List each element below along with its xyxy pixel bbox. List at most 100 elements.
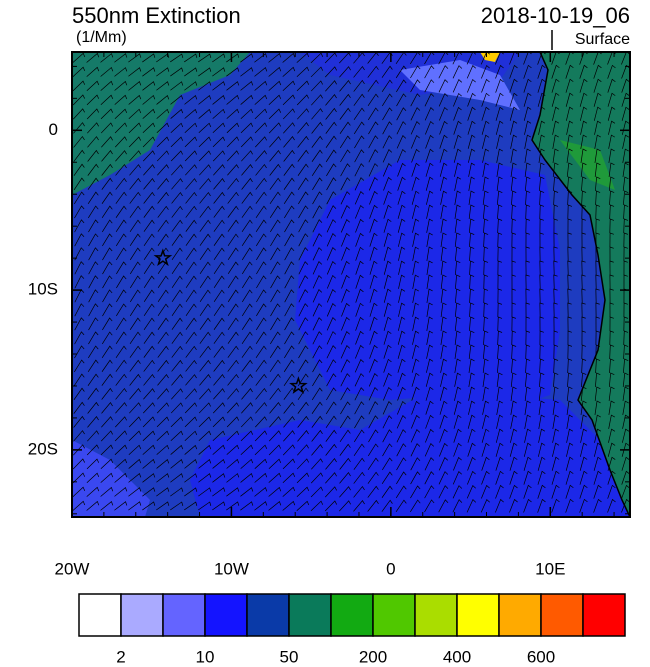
wind-barb (354, 401, 365, 415)
wind-barb (213, 388, 225, 400)
wind-barb (497, 232, 503, 248)
wind-barb (114, 472, 128, 483)
high-region (480, 52, 500, 62)
wind-barb (284, 261, 295, 275)
wind-barb (453, 400, 462, 415)
wind-barb (524, 162, 531, 177)
wind-barb (553, 302, 558, 318)
wind-barb (227, 388, 239, 400)
wind-barb (621, 106, 630, 121)
wind-barb (115, 317, 127, 331)
wind-barb (100, 501, 114, 511)
wind-barb (129, 289, 141, 303)
wind-barb (311, 108, 323, 120)
wind-barb (551, 498, 560, 513)
wind-barb (241, 164, 253, 176)
wind-barb (438, 79, 449, 93)
wind-barb (553, 204, 559, 220)
wind-barb (608, 162, 615, 177)
wind-barb (511, 204, 517, 220)
wind-barb (213, 191, 225, 204)
wind-barb (368, 176, 378, 191)
wind-barb (509, 470, 518, 485)
wind-barb (185, 233, 197, 246)
wind-barb (72, 66, 86, 78)
wind-barb (88, 289, 99, 303)
wind-barb (552, 120, 560, 135)
wind-barb (101, 191, 113, 204)
wind-barb (171, 303, 183, 316)
wind-barb (198, 416, 212, 428)
wind-barb (623, 218, 629, 234)
wind-barb (607, 498, 616, 513)
wind-barb (426, 344, 434, 359)
wind-barb (170, 122, 184, 133)
wind-barb (595, 358, 601, 374)
wind-barb (88, 219, 99, 233)
wind-barb (298, 331, 309, 345)
wind-barb (199, 164, 211, 176)
wind-barb (525, 344, 531, 360)
wind-barb (72, 486, 86, 498)
wind-barb (468, 330, 475, 346)
wind-barb (566, 414, 573, 429)
wind-barb (567, 274, 572, 290)
wind-barb (509, 78, 518, 93)
wind-barb (339, 80, 351, 92)
light-region (400, 60, 520, 110)
wind-barb (497, 330, 503, 346)
wind-barb (509, 106, 518, 121)
wind-barb (481, 92, 490, 107)
wind-barb (355, 302, 364, 317)
wind-barb (100, 53, 114, 63)
wind-barb (495, 442, 504, 457)
wind-barb (74, 317, 85, 331)
wind-barb (226, 53, 240, 63)
wind-barb (254, 430, 268, 442)
wind-barb (383, 288, 392, 303)
wind-barb (367, 499, 379, 512)
wind-barb (452, 65, 463, 79)
wind-barb (311, 415, 323, 428)
wind-barb (157, 303, 169, 316)
wind-barb (74, 191, 85, 205)
wind-barb (157, 374, 169, 386)
wind-barb (241, 345, 253, 358)
wind-barb (381, 65, 393, 78)
wind-barb (269, 373, 281, 386)
wind-barb (114, 487, 128, 497)
wind-barb (114, 122, 128, 134)
wind-barb (128, 430, 142, 442)
wind-barb (355, 218, 364, 233)
wind-barb (88, 247, 99, 261)
wind-barb (439, 162, 448, 177)
wind-barb (525, 302, 530, 318)
wind-barb (128, 136, 142, 148)
wind-barb (226, 458, 240, 469)
wind-barb (88, 331, 99, 345)
wind-barb (497, 274, 502, 290)
wind-barb (453, 428, 462, 443)
wind-barb (156, 487, 170, 497)
wind-barb (184, 95, 198, 105)
wind-barb (143, 303, 155, 317)
wind-barb (495, 78, 504, 93)
wind-barb (298, 219, 309, 233)
wind-barb (129, 373, 141, 386)
wind-barb (240, 430, 254, 442)
wind-barb (241, 317, 253, 331)
wind-barb (538, 120, 546, 135)
wind-barb (184, 53, 198, 63)
wind-barb (114, 53, 128, 63)
wind-barb (452, 52, 463, 65)
colorbar-label: 10 (196, 647, 215, 666)
wind-barb (310, 66, 324, 78)
wind-barb (171, 275, 183, 289)
wind-barb (199, 374, 211, 386)
wind-barb (396, 415, 407, 429)
wind-barb (326, 302, 336, 317)
wind-barb (396, 471, 407, 485)
wind-barb (143, 275, 155, 289)
wind-barb (87, 149, 99, 162)
wind-barb (269, 387, 281, 400)
